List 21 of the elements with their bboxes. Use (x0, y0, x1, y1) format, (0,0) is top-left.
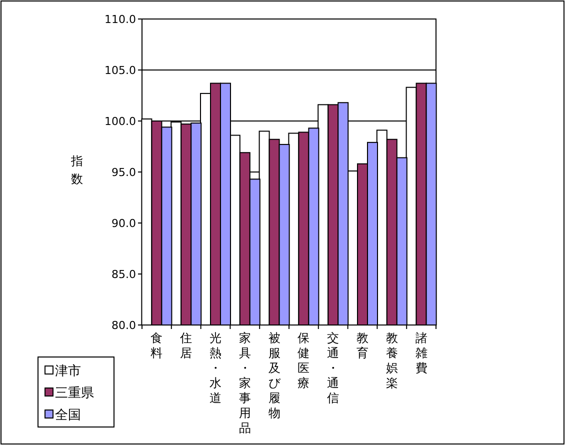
legend-label: 津市 (55, 364, 81, 379)
legend-label: 全国 (55, 408, 81, 423)
x-tick-label: 食料 (150, 331, 163, 360)
y-axis-title: 指数 (70, 154, 83, 186)
y-tick-label: 80.0 (112, 319, 136, 332)
x-tick-label: 被服及び履物 (268, 331, 282, 420)
x-tick-label: 教養娯楽 (386, 331, 398, 390)
x-tick-label: 住居 (179, 331, 192, 360)
x-tick-label: 教育 (356, 331, 368, 360)
y-tick-label: 95.0 (112, 166, 136, 179)
y-tick-label: 105.0 (104, 64, 136, 77)
y-tick-label: 90.0 (112, 217, 136, 230)
y-tick-label: 100.0 (104, 115, 136, 128)
y-tick-label: 85.0 (112, 268, 136, 281)
x-tick-label: 諸雑費 (415, 331, 428, 375)
x-tick-label: 家具・家事用品 (238, 331, 251, 435)
x-tick-label: 交通・通信 (327, 331, 340, 405)
x-tick-label: 保健医療 (298, 331, 310, 390)
x-tick-label: 光熱・水道 (210, 331, 222, 405)
legend-label: 三重県 (55, 386, 94, 401)
y-tick-label: 110.0 (104, 13, 136, 26)
